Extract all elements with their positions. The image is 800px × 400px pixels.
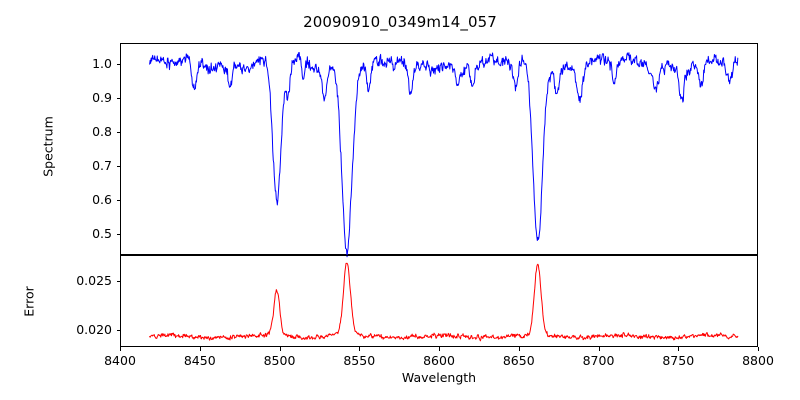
spectrum-plot-area bbox=[121, 44, 757, 254]
spectrum-y-tick-label: 0.6 bbox=[92, 192, 112, 208]
x-tick-label: 8400 bbox=[104, 353, 136, 368]
spectrum-y-tick bbox=[116, 200, 120, 201]
x-tick bbox=[599, 347, 600, 351]
error-y-tick bbox=[116, 330, 120, 331]
error-y-tick-label: 0.020 bbox=[76, 322, 112, 338]
spectrum-y-tick bbox=[116, 166, 120, 167]
spectrum-y-tick-label: 0.5 bbox=[92, 226, 112, 242]
spectrum-y-tick bbox=[116, 234, 120, 235]
spectrum-y-tick bbox=[116, 132, 120, 133]
x-tick-label: 8500 bbox=[263, 353, 296, 368]
x-tick bbox=[359, 347, 360, 351]
x-tick bbox=[758, 347, 759, 351]
spectrum-axes bbox=[120, 43, 758, 255]
x-tick-label: 8600 bbox=[423, 353, 455, 368]
x-axis-label: Wavelength bbox=[401, 370, 477, 385]
x-tick-label: 8650 bbox=[502, 353, 535, 368]
page-title: 20090910_0349m14_057 bbox=[303, 13, 497, 31]
error-y-tick-label: 0.025 bbox=[76, 273, 112, 289]
x-tick bbox=[519, 347, 520, 351]
x-tick bbox=[439, 347, 440, 351]
x-tick-label: 8700 bbox=[582, 353, 615, 368]
x-tick bbox=[120, 347, 121, 351]
x-tick bbox=[280, 347, 281, 351]
error-data-line bbox=[150, 263, 738, 341]
spectrum-y-axis-label: Spectrum bbox=[40, 116, 56, 177]
error-y-tick bbox=[116, 281, 120, 282]
spectrum-y-tick bbox=[116, 64, 120, 65]
x-tick-label: 8550 bbox=[343, 353, 376, 368]
x-tick-label: 8800 bbox=[742, 353, 774, 368]
spectrum-y-tick bbox=[116, 98, 120, 99]
x-tick bbox=[200, 347, 201, 351]
spectrum-y-tick-label: 1.0 bbox=[92, 55, 112, 71]
spectrum-y-tick-label: 0.7 bbox=[92, 158, 112, 174]
spectrum-data-line bbox=[150, 53, 738, 257]
error-axes bbox=[120, 255, 758, 347]
x-tick-label: 8450 bbox=[183, 353, 216, 368]
spectrum-y-tick-label: 0.8 bbox=[92, 123, 112, 139]
error-y-axis-label: Error bbox=[21, 286, 37, 317]
x-tick-label: 8750 bbox=[662, 353, 695, 368]
error-plot-area bbox=[121, 256, 757, 346]
x-tick bbox=[678, 347, 679, 351]
spectrum-y-tick-label: 0.9 bbox=[92, 89, 112, 105]
